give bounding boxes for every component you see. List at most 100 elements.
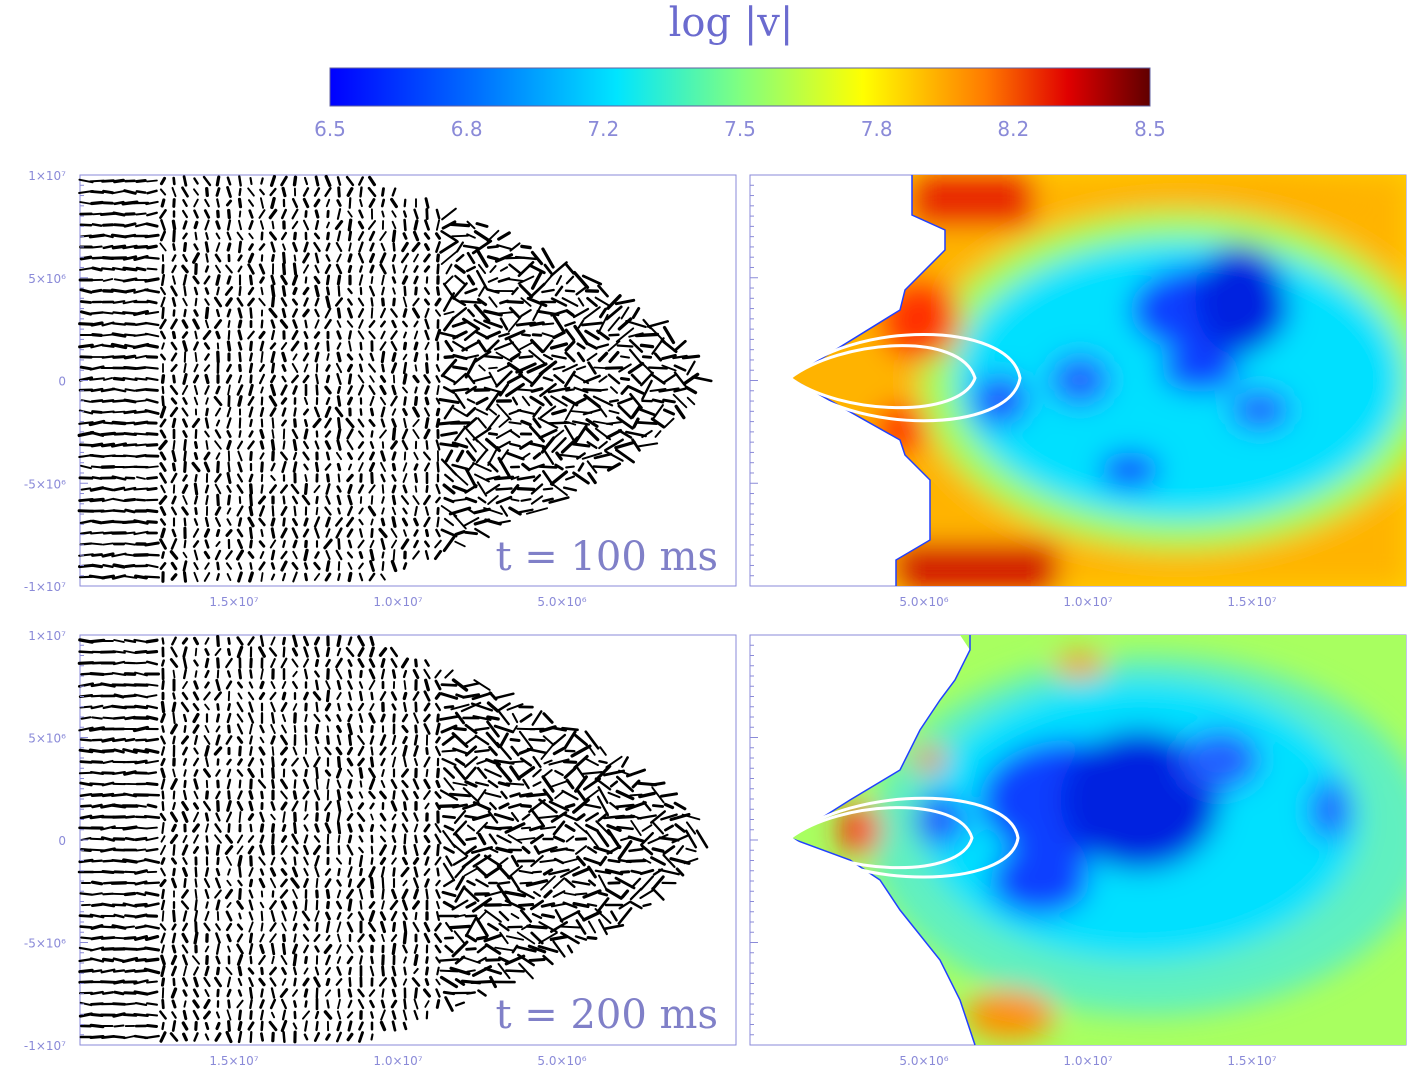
velocity-arrow <box>414 987 418 999</box>
velocity-arrow <box>290 483 300 495</box>
colorbar-tick-label: 7.2 <box>587 117 619 141</box>
velocity-arrow <box>183 242 187 252</box>
velocity-arrow <box>347 230 353 242</box>
velocity-arrow <box>89 497 105 503</box>
velocity-arrow <box>658 836 680 842</box>
velocity-arrow <box>258 540 266 548</box>
velocity-arrow <box>124 388 136 392</box>
velocity-arrow <box>292 680 298 690</box>
velocity-arrow <box>133 979 149 985</box>
velocity-arrow <box>369 756 375 768</box>
velocity-arrow <box>237 395 243 407</box>
velocity-arrow <box>337 473 341 483</box>
velocity-arrow <box>161 342 165 350</box>
velocity-arrow <box>169 406 179 418</box>
velocity-arrow <box>464 417 478 429</box>
velocity-arrow <box>381 187 385 197</box>
velocity-arrow <box>237 692 243 700</box>
velocity-arrow <box>346 769 354 777</box>
velocity-arrow <box>302 252 310 264</box>
velocity-arrow <box>192 528 200 538</box>
velocity-arrow <box>281 351 287 363</box>
velocity-arrow <box>112 1012 126 1018</box>
velocity-arrow <box>453 726 467 732</box>
velocity-arrow <box>475 448 489 464</box>
velocity-arrow <box>181 811 189 823</box>
velocity-arrow <box>122 575 138 579</box>
velocity-arrow <box>576 813 586 821</box>
velocity-arrow <box>89 190 105 194</box>
velocity-arrow <box>326 231 330 241</box>
velocity-arrow <box>194 351 198 363</box>
velocity-arrow <box>380 780 386 788</box>
velocity-arrow <box>269 539 277 549</box>
velocity-arrow <box>358 681 364 689</box>
velocity-arrow <box>380 406 386 418</box>
velocity-arrow <box>347 912 353 920</box>
velocity-arrow <box>314 910 320 922</box>
velocity-arrow <box>381 934 385 942</box>
velocity-arrow <box>161 395 165 407</box>
velocity-arrow <box>325 254 331 262</box>
velocity-arrow <box>193 495 199 505</box>
velocity-arrow <box>292 634 298 648</box>
velocity-arrow <box>303 331 309 339</box>
velocity-arrow <box>487 779 499 789</box>
velocity-arrow <box>476 935 488 941</box>
velocity-arrow <box>650 417 666 429</box>
velocity-arrow <box>499 931 509 945</box>
velocity-arrow <box>528 349 546 365</box>
velocity-arrow <box>520 244 532 250</box>
velocity-arrow <box>583 374 601 384</box>
velocity-arrow <box>335 657 343 669</box>
velocity-arrow <box>413 219 419 231</box>
velocity-arrow <box>259 736 265 744</box>
velocity-arrow <box>281 460 287 474</box>
velocity-arrow <box>607 340 621 352</box>
velocity-arrow <box>471 897 493 913</box>
velocity-arrow <box>336 385 342 395</box>
velocity-arrow <box>604 450 624 462</box>
velocity-arrow <box>440 431 458 437</box>
velocity-arrow <box>465 836 477 842</box>
velocity-arrow <box>291 866 299 878</box>
velocity-arrow <box>247 516 255 528</box>
velocity-arrow <box>526 362 548 374</box>
velocity-arrow <box>584 730 600 750</box>
velocity-arrow <box>336 428 342 440</box>
velocity-arrow <box>357 330 365 340</box>
velocity-arrow <box>380 537 386 551</box>
velocity-arrow <box>89 377 105 381</box>
velocity-arrow <box>292 900 298 910</box>
velocity-arrow <box>124 836 136 842</box>
velocity-arrow <box>91 476 103 480</box>
velocity-arrow <box>673 364 687 372</box>
velocity-arrow <box>509 875 521 891</box>
velocity-arrow <box>249 562 253 570</box>
velocity-arrow <box>213 319 223 329</box>
velocity-arrow <box>520 826 532 830</box>
velocity-arrow <box>452 747 468 755</box>
velocity-arrow <box>529 370 545 388</box>
velocity-arrow <box>236 484 244 494</box>
velocity-arrow <box>583 393 601 409</box>
velocity-arrow <box>370 527 374 539</box>
velocity-arrow <box>134 826 148 830</box>
velocity-arrow <box>451 678 469 692</box>
velocity-arrow <box>368 572 376 582</box>
velocity-arrow <box>214 549 222 561</box>
velocity-arrow <box>439 240 459 254</box>
velocity-arrow <box>531 912 543 920</box>
velocity-arrow <box>379 856 387 866</box>
velocity-arrow <box>325 528 331 538</box>
velocity-arrow <box>462 682 480 688</box>
velocity-arrow <box>414 658 418 668</box>
velocity-arrow <box>182 1032 188 1042</box>
velocity-arrow <box>413 463 419 471</box>
velocity-arrow <box>203 922 211 932</box>
velocity-arrow <box>182 758 188 766</box>
velocity-arrow <box>543 395 553 407</box>
velocity-arrow <box>464 756 478 768</box>
velocity-arrow <box>575 788 587 802</box>
velocity-arrow <box>238 219 242 231</box>
